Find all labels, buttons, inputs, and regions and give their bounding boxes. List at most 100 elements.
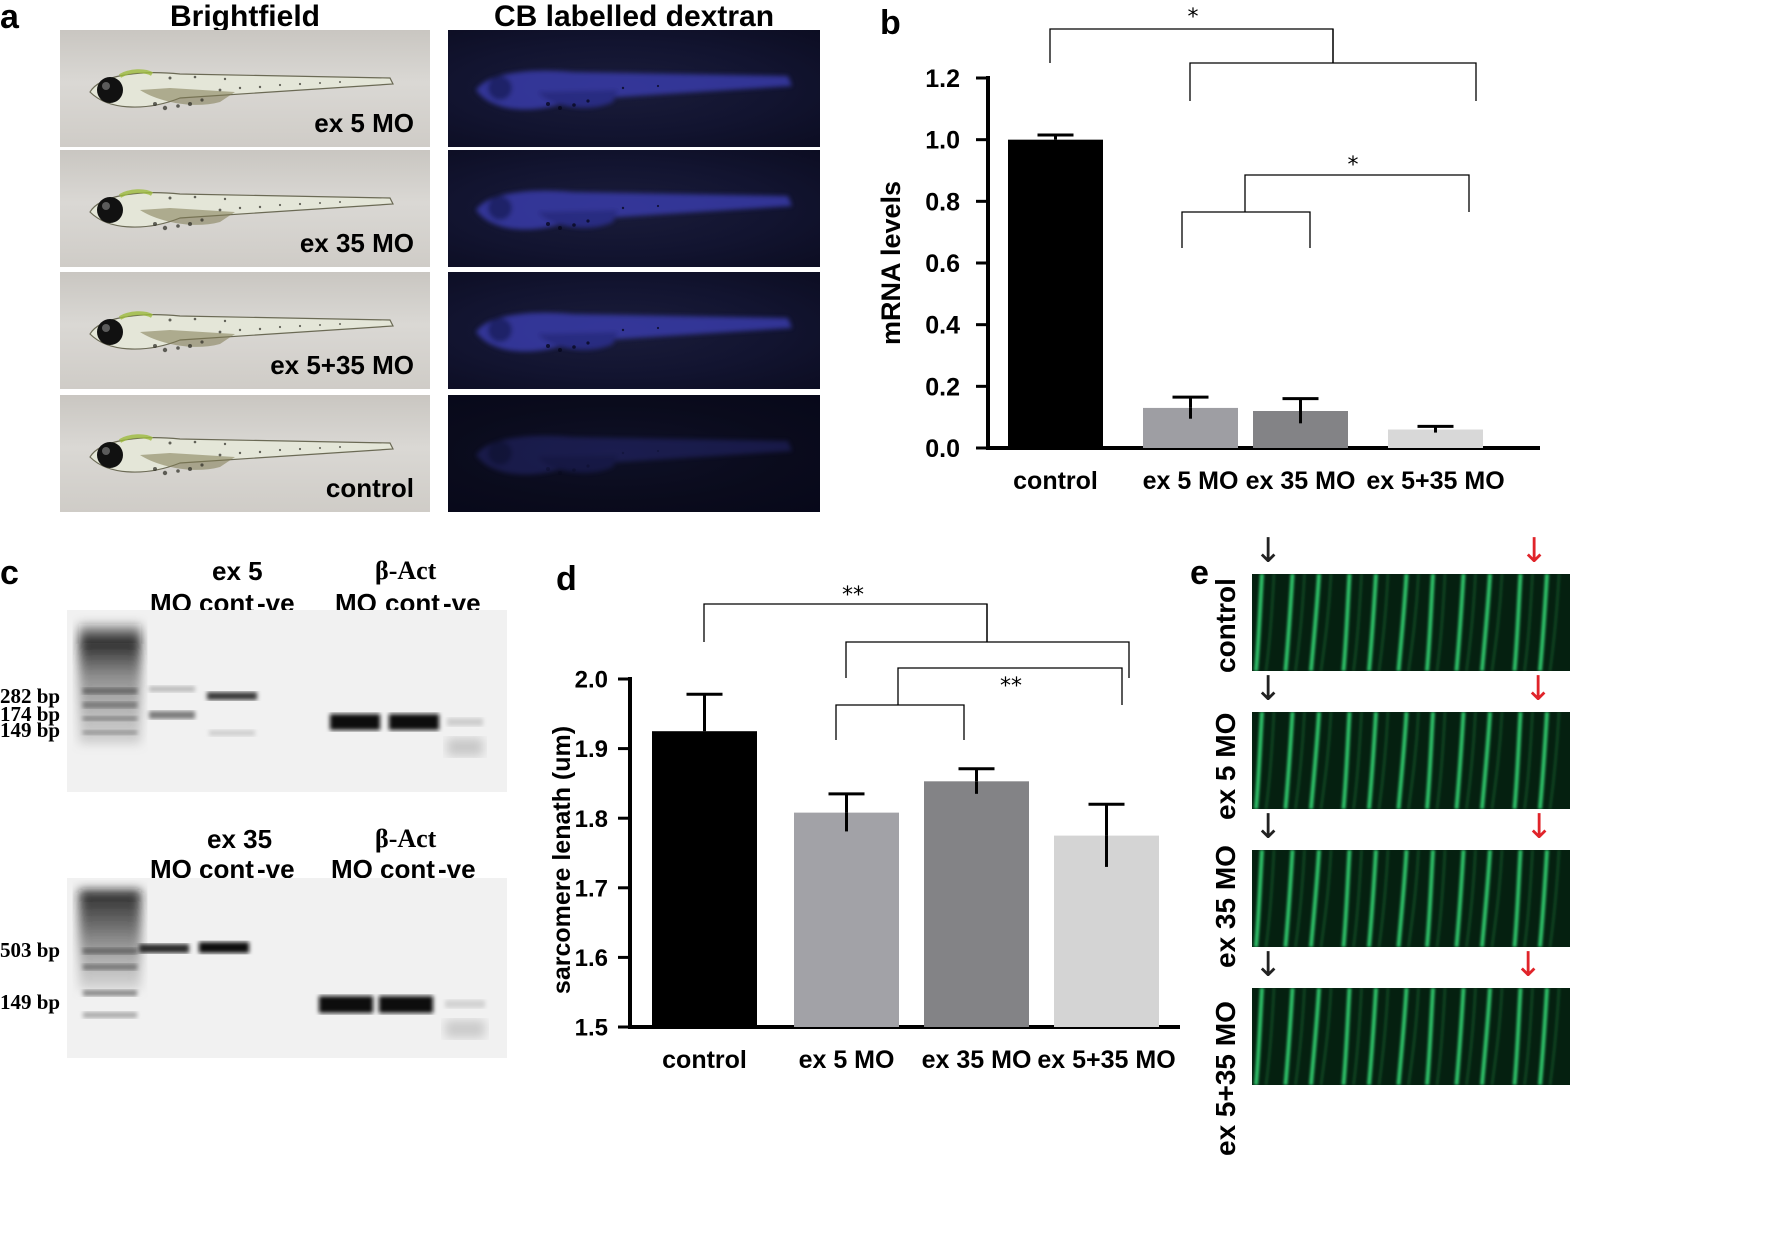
gel1-bp-174: 174 bp [0, 702, 61, 726]
red-arrow-icon: ↓ [1525, 807, 1554, 847]
d-significance-bracket-4 [897, 667, 1123, 705]
d-bar-3 [1054, 835, 1159, 1027]
b-significance-star-0: * [1188, 5, 1199, 30]
d-bar-0 [652, 731, 757, 1027]
gel2-bp-149: 149 bp [0, 990, 61, 1014]
gel2-ref-lane-mo: MO [331, 854, 373, 884]
d-significance-star-1: ** [1000, 674, 1022, 699]
d-error-bar-2 [958, 767, 995, 782]
gel2-bp-503: 503 bp [0, 938, 61, 962]
sarcomere-label-ex35: ex 35 MO [1210, 844, 1241, 968]
b-y-tick-label: 1.0 [925, 127, 960, 155]
gel1-bp-149: 149 bp [0, 718, 61, 742]
dextran-image-ex5 [448, 30, 820, 147]
gel1-title: ex 5 [212, 556, 263, 586]
d-category-label-0: control [662, 1046, 747, 1074]
sarcomere-strip-control [1252, 574, 1570, 671]
d-y-tick-label: 1.8 [575, 806, 608, 833]
black-arrow-icon: ↓ [1254, 807, 1283, 847]
b-category-label-1: ex 5 MO [1143, 467, 1239, 495]
dextran-image-control [448, 395, 820, 512]
gel2-ref-lane-cont: cont [380, 854, 435, 884]
gel2-lane-mo: MO [150, 854, 192, 884]
d-significance-bracket-3 [835, 704, 965, 740]
d-bar-2 [924, 781, 1029, 1027]
b-significance-bracket-3 [1181, 211, 1311, 248]
sarcomere-strip-ex35 [1252, 850, 1570, 947]
panel-label-d: d [556, 560, 577, 598]
b-error-bar-1 [1172, 395, 1209, 408]
b-significance-bracket-4 [1244, 174, 1470, 212]
gel2-ref-lane-neg: -ve [438, 854, 476, 884]
red-arrow-icon: ↓ [1524, 669, 1553, 709]
panel-label-a: a [0, 0, 19, 36]
b-error-bar-0 [1037, 133, 1074, 140]
d-significance-bracket-1 [845, 641, 1130, 678]
column-title-dextran: CB labelled dextran [493, 0, 775, 33]
b-y-tick-label: 1.2 [925, 65, 960, 93]
brightfield-image-ex5-35: ex 5+35 MO [60, 272, 430, 389]
b-category-label-0: control [1013, 467, 1098, 495]
d-y-tick-label: 1.6 [575, 945, 608, 972]
b-bar-0 [1008, 139, 1103, 448]
gel2-lane-cont: cont [199, 854, 254, 884]
d-category-label-1: ex 5 MO [799, 1046, 895, 1074]
black-arrow-icon: ↓ [1254, 531, 1283, 571]
b-significance-bracket-0 [1049, 28, 1334, 63]
sarcomere-label-ex5-35: ex 5+35 MO [1210, 1000, 1241, 1156]
d-y-tick-label: 1.5 [575, 1015, 608, 1042]
dextran-image-ex5-35 [448, 272, 820, 389]
gel2-image [67, 878, 507, 1058]
chart-b-mrna-levels: 0.0 0.2 0.4 0.6 0.8 1.0 1.2 control ex 5 MO ex 35… [876, 5, 1540, 495]
d-y-axis-label: sarcomere lenath (um) [548, 726, 576, 994]
sarcomere-label-ex5: ex 5 MO [1210, 712, 1241, 820]
brightfield-image-control: control [60, 395, 430, 512]
sarcomere-label-control: control [1210, 577, 1241, 673]
d-significance-bracket-0 [703, 603, 988, 642]
brightfield-label-ex35: ex 35 MO [299, 228, 414, 258]
brightfield-label-ex5-35: ex 5+35 MO [270, 350, 414, 380]
sarcomere-strip-ex5-35 [1252, 988, 1570, 1085]
panel-label-c: c [0, 554, 19, 592]
gel1-bp-282: 282 bp [0, 684, 61, 708]
d-error-bar-3 [1088, 802, 1125, 836]
gel2-lane-neg: -ve [257, 854, 295, 884]
dextran-image-ex35 [448, 150, 820, 267]
b-y-tick-label: 0.0 [925, 435, 960, 463]
gel1-ref-title: β-Act [375, 556, 437, 585]
b-error-bar-2 [1282, 397, 1319, 411]
d-y-tick-label: 1.9 [575, 736, 608, 763]
gel2-title: ex 35 [207, 824, 273, 854]
brightfield-image-ex5: ex 5 MO [60, 30, 430, 147]
chart-d-sarcomere-length: 1.5 1.6 1.7 1.8 1.9 2.0 control ex 5 MO ex 35 MO… [548, 583, 1180, 1074]
b-category-label-3: ex 5+35 MO [1366, 467, 1504, 495]
brightfield-image-ex35: ex 35 MO [60, 150, 430, 267]
red-arrow-icon: ↓ [1520, 531, 1549, 571]
column-title-brightfield: Brightfield [170, 0, 320, 33]
sarcomere-strip-ex5 [1252, 712, 1570, 809]
b-significance-bracket-1 [1189, 62, 1477, 101]
panel-label-b: b [880, 4, 901, 42]
d-y-tick-label: 2.0 [575, 667, 608, 694]
d-error-bar-0 [686, 692, 723, 732]
d-y-tick-label: 1.7 [575, 875, 608, 902]
gel1-image [67, 610, 507, 792]
black-arrow-icon: ↓ [1254, 945, 1283, 985]
d-category-label-2: ex 35 MO [922, 1046, 1032, 1074]
b-y-tick-label: 0.2 [925, 373, 960, 401]
d-error-bar-1 [828, 792, 865, 813]
b-error-bar-3 [1417, 424, 1454, 430]
b-bar-3 [1388, 429, 1483, 448]
b-significance-star-1: * [1348, 153, 1359, 178]
red-arrow-icon: ↓ [1514, 945, 1543, 985]
d-bar-1 [794, 812, 899, 1027]
panel-label-e: e [1190, 554, 1209, 592]
d-category-label-3: ex 5+35 MO [1037, 1046, 1175, 1074]
b-y-tick-label: 0.6 [925, 250, 960, 278]
b-y-tick-label: 0.4 [925, 312, 960, 340]
black-arrow-icon: ↓ [1254, 669, 1283, 709]
d-significance-star-0: ** [842, 583, 864, 608]
b-y-axis-label: mRNA levels [876, 181, 906, 345]
brightfield-label-control: control [325, 473, 414, 503]
b-y-tick-label: 0.8 [925, 188, 960, 216]
